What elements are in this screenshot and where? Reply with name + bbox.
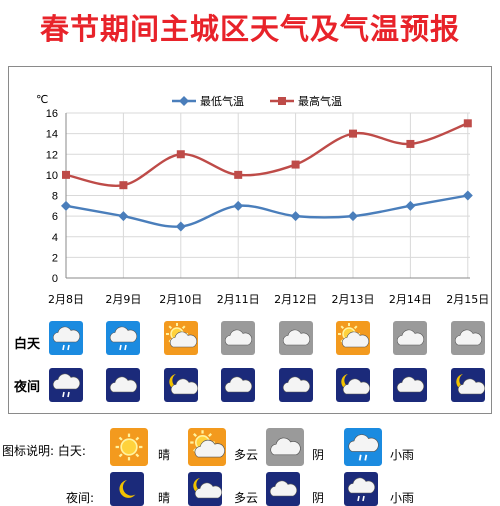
x-tick-label: 2月8日 bbox=[48, 293, 84, 306]
x-tick-label: 2月10日 bbox=[159, 293, 202, 306]
sunny-icon bbox=[110, 428, 148, 466]
series-line bbox=[65, 122, 469, 187]
data-point-marker bbox=[176, 150, 185, 159]
data-point-marker bbox=[462, 190, 473, 201]
data-point-marker bbox=[406, 139, 415, 148]
night-partly-cloudy-icon bbox=[451, 368, 485, 402]
y-tick-label: 14 bbox=[46, 129, 58, 141]
legend-key-label: 多云 bbox=[234, 491, 259, 505]
partly-cloudy-icon bbox=[164, 321, 198, 355]
data-point-marker bbox=[175, 221, 186, 232]
legend-key-night-label: 夜间: bbox=[66, 491, 95, 505]
y-tick-label: 4 bbox=[52, 232, 58, 244]
page-title: 春节期间主城区天气及气温预报 bbox=[39, 12, 460, 46]
legend-key-label: 阴 bbox=[312, 491, 325, 505]
night-row-label: 夜间 bbox=[14, 380, 41, 395]
y-tick-label: 8 bbox=[52, 191, 58, 203]
legend-marker bbox=[278, 97, 286, 105]
legend-key-label: 阴 bbox=[312, 448, 325, 462]
partly-cloudy-icon bbox=[336, 321, 370, 355]
y-tick-label: 2 bbox=[52, 252, 58, 264]
legend-label: 最高气温 bbox=[298, 94, 342, 108]
cloudy-icon bbox=[279, 321, 313, 355]
night-cloudy-icon bbox=[221, 368, 255, 402]
data-point-marker bbox=[291, 160, 300, 169]
rain-icon bbox=[106, 321, 140, 355]
y-tick-label: 6 bbox=[52, 211, 58, 223]
rain-icon bbox=[344, 428, 382, 466]
legend-key-label: 晴 bbox=[158, 491, 171, 505]
cloudy-icon bbox=[266, 428, 304, 466]
cloudy-icon bbox=[451, 321, 485, 355]
data-point-marker bbox=[118, 211, 129, 222]
legend-marker bbox=[179, 96, 189, 106]
data-point-marker bbox=[233, 200, 244, 211]
night-clear-icon bbox=[110, 472, 144, 506]
day-row-label: 白天 bbox=[14, 337, 41, 352]
x-tick-label: 2月15日 bbox=[446, 293, 489, 306]
data-point-marker bbox=[234, 170, 243, 179]
night-partly-cloudy-icon bbox=[164, 368, 198, 402]
chart-frame bbox=[8, 66, 492, 414]
data-point-marker bbox=[290, 211, 301, 222]
x-tick-label: 2月12日 bbox=[274, 293, 317, 306]
legend-label: 最低气温 bbox=[200, 94, 244, 108]
legend-key-title: 图标说明: 白天: bbox=[2, 444, 86, 458]
y-tick-label: 16 bbox=[46, 108, 58, 120]
x-tick-label: 2月13日 bbox=[332, 293, 375, 306]
x-tick-label: 2月11日 bbox=[217, 293, 260, 306]
data-point-marker bbox=[463, 119, 472, 128]
y-axis-label: ℃ bbox=[36, 93, 48, 106]
data-point-marker bbox=[349, 129, 357, 138]
x-tick-label: 2月14日 bbox=[389, 293, 432, 306]
night-partly-cloudy-icon bbox=[188, 472, 222, 506]
night-rain-icon bbox=[344, 472, 378, 506]
night-cloudy-icon bbox=[266, 472, 300, 506]
y-tick-label: 12 bbox=[46, 149, 58, 161]
legend-key-label: 晴 bbox=[158, 448, 171, 462]
data-point-marker bbox=[62, 170, 70, 179]
y-tick-label: 10 bbox=[46, 170, 58, 182]
data-point-marker bbox=[119, 181, 128, 190]
data-point-marker bbox=[405, 200, 416, 211]
cloudy-icon bbox=[393, 321, 427, 355]
series-line bbox=[65, 194, 469, 228]
x-tick-label: 2月9日 bbox=[105, 293, 141, 306]
data-point-marker bbox=[348, 211, 358, 222]
night-cloudy-icon bbox=[106, 368, 140, 402]
legend-key-label: 小雨 bbox=[390, 491, 415, 505]
night-rain-icon bbox=[49, 368, 83, 402]
night-cloudy-icon bbox=[393, 368, 427, 402]
night-partly-cloudy-icon bbox=[336, 368, 370, 402]
data-point-marker bbox=[61, 200, 71, 211]
cloudy-icon bbox=[221, 321, 255, 355]
rain-icon bbox=[49, 321, 83, 355]
night-cloudy-icon bbox=[279, 368, 313, 402]
partly-cloudy-icon bbox=[188, 428, 226, 466]
legend-key-label: 小雨 bbox=[390, 448, 415, 462]
y-tick-label: 0 bbox=[52, 273, 58, 285]
legend-key-label: 多云 bbox=[234, 448, 259, 462]
